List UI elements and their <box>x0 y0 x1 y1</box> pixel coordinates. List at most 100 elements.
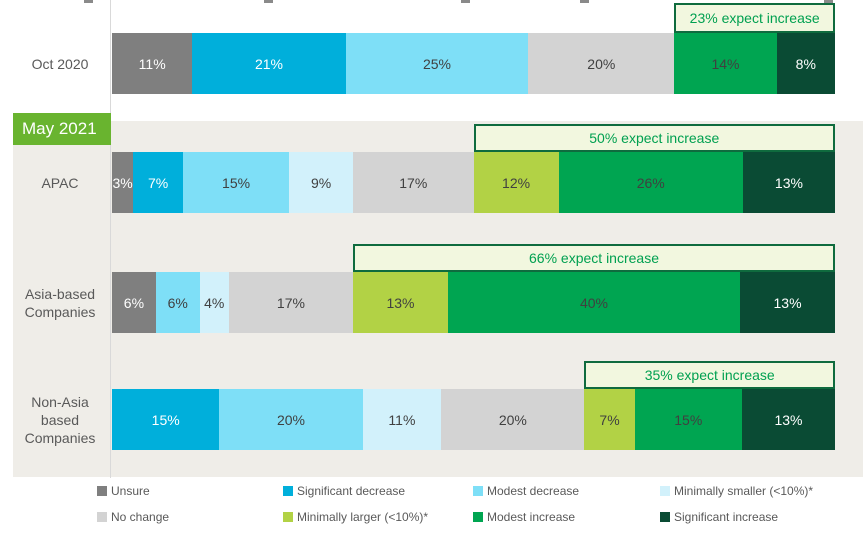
clipped-title-remnant <box>264 0 273 3</box>
legend-label: Minimally larger (<10%)* <box>297 510 429 524</box>
legend-item-sig_increase: Significant increase <box>660 510 860 524</box>
category-label: APAC <box>41 174 79 191</box>
bar-segment-sig_increase: 8% <box>776 33 835 94</box>
segment-value-label: 13% <box>386 294 415 311</box>
bar-segment-sig_decrease: 15% <box>112 389 220 450</box>
clipped-title-remnant <box>580 0 589 3</box>
expect-increase-callout: 23% expect increase <box>674 3 835 33</box>
bar-segment-modest_increase: 26% <box>558 152 743 213</box>
category-label: Oct 2020 <box>31 55 89 72</box>
legend-label: Minimally smaller (<10%)* <box>674 484 814 498</box>
legend-item-sig_decrease: Significant decrease <box>283 484 473 498</box>
bar-segment-sig_increase: 13% <box>741 389 836 450</box>
clipped-title-remnant <box>84 0 93 3</box>
legend-item-modest_decrease: Modest decrease <box>473 484 660 498</box>
legend-swatch-unsure <box>97 486 107 496</box>
legend-label: No change <box>111 510 170 524</box>
category-label: Non-Asia based Companies <box>24 393 96 446</box>
expect-increase-callout: 66% expect increase <box>353 244 835 272</box>
legend-label: Unsure <box>111 484 150 498</box>
bar-segment-min_smaller: 9% <box>289 152 354 213</box>
clipped-title-remnant <box>824 0 833 3</box>
stacked-bar: 3% 7% 15% 9% 17% 12% 26% 13% <box>112 152 836 213</box>
bar-segment-no_change: 17% <box>353 152 474 213</box>
category-label: Asia-based Companies <box>24 285 96 320</box>
bar-segment-unsure: 11% <box>112 33 193 94</box>
bar-segment-modest_increase: 15% <box>634 389 742 450</box>
legend-swatch-min_smaller <box>660 486 670 496</box>
expect-increase-callout: 35% expect increase <box>584 361 835 389</box>
segment-value-label: 15% <box>674 411 703 428</box>
legend-item-min_larger: Minimally larger (<10%)* <box>283 510 473 524</box>
bar-segment-no_change: 17% <box>228 272 353 333</box>
segment-value-label: 15% <box>222 174 251 191</box>
legend-item-no_change: No change <box>97 510 283 524</box>
bar-segment-sig_decrease: 21% <box>192 33 346 94</box>
segment-value-label: 14% <box>711 55 740 72</box>
legend-swatch-min_larger <box>283 512 293 522</box>
bar-segment-min_larger: 13% <box>353 272 448 333</box>
segment-value-label: 25% <box>422 55 451 72</box>
bar-segment-sig_increase: 13% <box>742 152 836 213</box>
segment-value-label: 20% <box>587 55 616 72</box>
legend-swatch-no_change <box>97 512 107 522</box>
category-axis-line <box>110 0 111 478</box>
bar-segment-sig_increase: 13% <box>740 272 835 333</box>
segment-value-label: 40% <box>579 294 609 311</box>
segment-value-label: 9% <box>311 174 332 191</box>
segment-value-label: 12% <box>502 174 531 191</box>
bar-segment-min_larger: 12% <box>473 152 559 213</box>
segment-value-label: 7% <box>599 411 620 428</box>
stacked-bar: 15% 20% 11% 20% 7% 15% 13% <box>112 389 836 450</box>
segment-value-label: 13% <box>774 411 803 428</box>
legend-row: No change Minimally larger (<10%)* Modest … <box>97 504 860 530</box>
bar-segment-modest_increase: 40% <box>447 272 741 333</box>
legend-item-min_smaller: Minimally smaller (<10%)* <box>660 484 860 498</box>
bar-segment-modest_decrease: 25% <box>345 33 529 94</box>
stacked-bar: 6% 6% 4% 17% 13% 40% 13% <box>112 272 835 333</box>
segment-value-label: 8% <box>795 55 816 72</box>
bar-segment-modest_increase: 14% <box>674 33 777 94</box>
bar-segment-unsure: 6% <box>112 272 156 333</box>
legend-swatch-sig_increase <box>660 512 670 522</box>
legend-swatch-modest_decrease <box>473 486 483 496</box>
legend-swatch-sig_decrease <box>283 486 293 496</box>
segment-value-label: 13% <box>773 294 802 311</box>
legend-label: Significant increase <box>674 510 779 524</box>
segment-value-label: 6% <box>167 294 188 311</box>
bar-segment-modest_decrease: 6% <box>155 272 200 333</box>
stacked-bar: 11% 21% 25% 20% 14% 8% <box>112 33 835 94</box>
legend-swatch-modest_increase <box>473 512 483 522</box>
segment-value-label: 7% <box>147 174 169 191</box>
bar-segment-sig_decrease: 7% <box>133 152 183 213</box>
segment-value-label: 3% <box>112 174 133 191</box>
segment-value-label: 15% <box>151 411 180 428</box>
bar-segment-unsure: 3% <box>112 152 134 213</box>
segment-value-label: 26% <box>636 174 665 191</box>
segment-value-label: 20% <box>276 411 305 428</box>
segment-value-label: 21% <box>254 55 284 72</box>
legend-label: Modest increase <box>487 510 576 524</box>
segment-value-label: 17% <box>276 294 305 311</box>
segment-value-label: 4% <box>204 294 225 311</box>
legend-item-modest_increase: Modest increase <box>473 510 660 524</box>
legend: Unsure Significant decrease Modest decreas… <box>97 478 860 530</box>
bar-segment-min_larger: 7% <box>584 389 635 450</box>
segment-value-label: 6% <box>123 294 145 311</box>
segment-value-label: 20% <box>498 411 527 428</box>
bar-segment-modest_decrease: 20% <box>219 389 363 450</box>
bar-segment-min_smaller: 4% <box>199 272 229 333</box>
segment-value-label: 11% <box>388 411 416 428</box>
segment-value-label: 17% <box>399 174 428 191</box>
legend-label: Modest decrease <box>487 484 580 498</box>
clipped-title-remnant <box>461 0 470 3</box>
segment-value-label: 11% <box>138 55 166 72</box>
legend-label: Significant decrease <box>297 484 406 498</box>
bar-segment-modest_decrease: 15% <box>182 152 290 213</box>
bar-segment-no_change: 20% <box>528 33 675 94</box>
legend-item-unsure: Unsure <box>97 484 283 498</box>
may-2021-group-label: May 2021 <box>13 113 111 145</box>
expect-increase-callout: 50% expect increase <box>473 124 835 152</box>
segment-value-label: 13% <box>774 174 803 191</box>
